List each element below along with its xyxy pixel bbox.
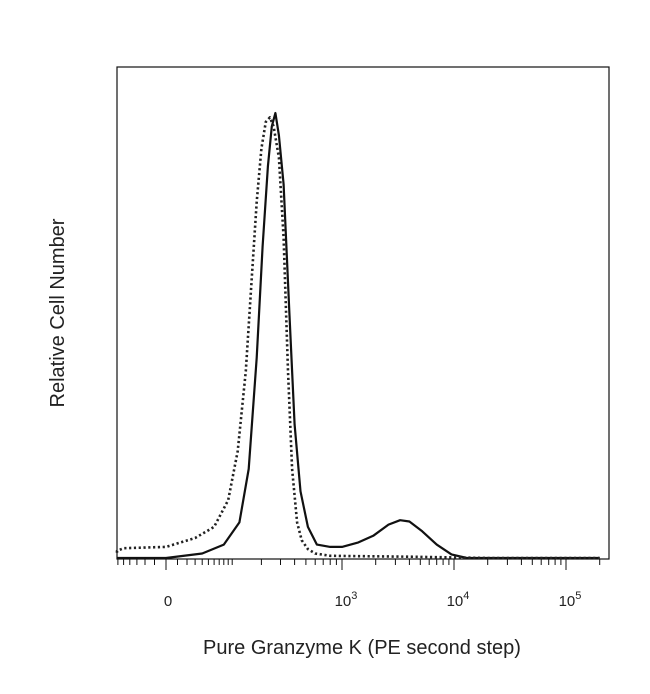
x-tick-label: 104 — [447, 590, 470, 610]
x-axis-tick-labels: 0 103 104 105 — [164, 590, 582, 610]
x-tick-label: 105 — [559, 590, 582, 610]
plot-frame — [116, 66, 610, 560]
dotted-histogram-line — [115, 116, 600, 560]
y-axis-label: Relative Cell Number — [47, 218, 69, 407]
series-layer — [115, 111, 600, 560]
solid-histogram-line — [117, 111, 600, 560]
x-axis-ticks — [117, 559, 601, 570]
x-tick-label: 0 — [164, 593, 172, 610]
x-tick-label: 103 — [335, 590, 358, 610]
x-axis-label: Pure Granzyme K (PE second step) — [203, 637, 521, 659]
